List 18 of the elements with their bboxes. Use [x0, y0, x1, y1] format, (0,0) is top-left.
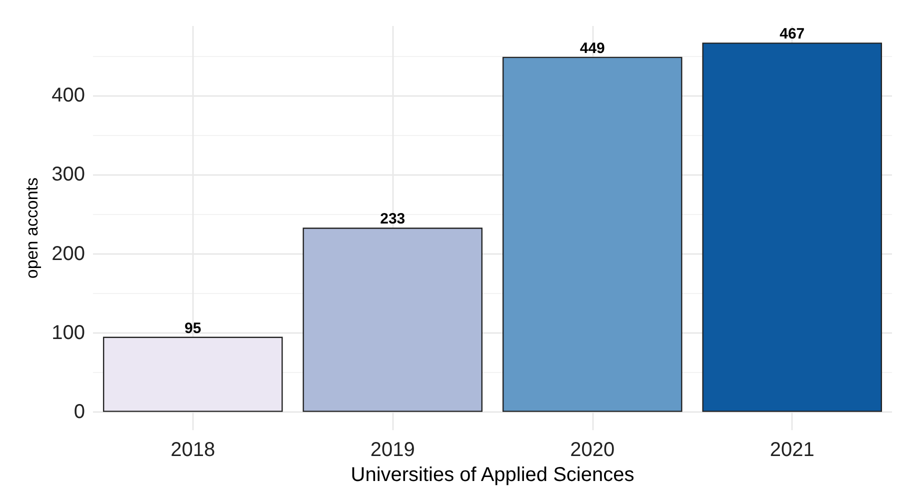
y-tick-label: 100	[52, 322, 85, 344]
x-tick-label: 2019	[370, 439, 415, 462]
y-axis-title: open acconts	[22, 177, 42, 279]
y-tick-label: 300	[52, 164, 85, 186]
data-label: 449	[580, 40, 605, 57]
y-tick-label: 200	[52, 242, 85, 265]
x-tick-label: 2020	[570, 439, 615, 462]
x-axis-title: Universities of Applied Sciences	[350, 464, 634, 486]
bar	[502, 56, 682, 412]
x-tick-label: 2021	[770, 439, 814, 462]
x-tick-label: 2018	[170, 439, 216, 462]
bar	[702, 42, 882, 412]
data-label: 95	[184, 320, 202, 337]
y-tick-label: 400	[52, 84, 85, 107]
data-label: 467	[780, 26, 805, 43]
bar	[302, 228, 483, 412]
data-label: 233	[380, 210, 406, 228]
y-tick-label: 0	[74, 400, 85, 423]
